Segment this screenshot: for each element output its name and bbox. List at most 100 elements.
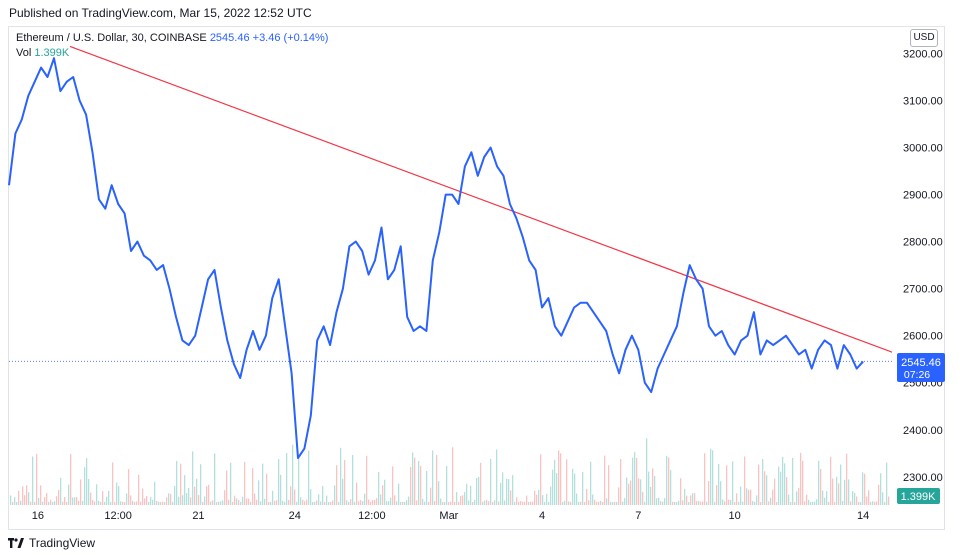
volume-bar [386, 501, 388, 505]
volume-bar [272, 490, 274, 505]
y-tick-label: 3100.00 [903, 96, 943, 108]
volume-bar [300, 497, 302, 505]
volume-bar [438, 481, 440, 505]
volume-bar [494, 500, 496, 505]
volume-bar [80, 479, 82, 505]
volume-bar [402, 501, 404, 505]
volume-bar [178, 496, 180, 505]
symbol-name[interactable]: Ethereum / U.S. Dollar, 30, COINBASE [16, 32, 207, 44]
volume-bar [658, 497, 660, 505]
volume-bar [792, 458, 794, 505]
volume-bar [624, 498, 626, 505]
volume-bar [302, 499, 304, 505]
currency-button[interactable]: USD [910, 29, 938, 47]
volume-bar [622, 501, 624, 505]
volume-bar [62, 501, 64, 505]
volume-bar [694, 493, 696, 505]
volume-bar [764, 471, 766, 505]
volume-bar [86, 458, 88, 505]
trend-line[interactable] [69, 45, 893, 353]
volume-bar [866, 496, 868, 505]
volume-bar [480, 462, 482, 505]
volume-bar [768, 501, 770, 505]
volume-bar [84, 467, 86, 505]
volume-bar [166, 497, 168, 505]
legend-change: +3.46 (+0.14%) [252, 32, 329, 44]
volume-bar [776, 501, 778, 505]
volume-bar [428, 501, 430, 505]
volume-bar [598, 501, 600, 505]
volume-bar [200, 464, 202, 505]
volume-bar [478, 476, 480, 505]
volume-bar [538, 489, 540, 505]
volume-bar [28, 492, 30, 505]
y-tick-label: 3200.00 [903, 49, 943, 61]
volume-bar [180, 463, 182, 505]
volume-bar [282, 500, 284, 505]
x-tick-label: 24 [289, 510, 301, 522]
volume-bar [524, 501, 526, 505]
volume-bar [446, 465, 448, 505]
volume-bar [466, 483, 468, 505]
volume-label[interactable]: Vol [16, 47, 32, 59]
volume-bar [398, 483, 400, 505]
volume-bar [708, 481, 710, 505]
volume-bar [60, 477, 62, 505]
volume-bar [794, 501, 796, 505]
volume-bar [682, 500, 684, 505]
volume-bar [326, 495, 328, 505]
volume-bar [270, 501, 272, 505]
volume-bar [256, 499, 258, 505]
volume-bar [772, 489, 774, 505]
volume-bar [872, 501, 874, 505]
volume-bar [602, 502, 604, 505]
volume-bar [120, 501, 122, 505]
volume-bar [430, 487, 432, 505]
volume-bar [496, 449, 498, 505]
volume-bar [840, 464, 842, 505]
volume-bar [680, 478, 682, 505]
price-series-line[interactable] [8, 57, 864, 459]
volume-bar [864, 473, 866, 505]
volume-bar [676, 501, 678, 505]
volume-bar [574, 473, 576, 505]
y-tick-label: 2700.00 [903, 284, 943, 296]
volume-bar [846, 453, 848, 505]
volume-bar [868, 490, 870, 505]
volume-bar [760, 501, 762, 505]
volume-bar [226, 470, 228, 505]
volume-bar [92, 500, 94, 505]
volume-bar [672, 501, 674, 505]
volume-bar [824, 497, 826, 505]
volume-bar [378, 472, 380, 505]
volume-bar [880, 473, 882, 505]
volume-bar [584, 502, 586, 505]
volume-bar [730, 499, 732, 505]
volume-bar [202, 501, 204, 505]
volume-bar [254, 493, 256, 505]
volume-bar [660, 501, 662, 505]
volume-bar [374, 500, 376, 505]
volume-bar [154, 481, 156, 505]
chart-frame[interactable] [8, 26, 945, 530]
volume-bar [684, 488, 686, 505]
volume-bar [860, 501, 862, 505]
volume-bar [580, 501, 582, 505]
volume-value: 1.399K [34, 47, 70, 59]
volume-bar [220, 501, 222, 505]
volume-bar [76, 496, 78, 505]
label-layer: 2545.46 07:26 1.399K [897, 353, 945, 504]
volume-bar [212, 500, 214, 505]
volume-bar [502, 472, 504, 505]
volume-bar [192, 451, 194, 505]
volume-bar [160, 501, 162, 505]
volume-bar [352, 455, 354, 505]
volume-bar [444, 501, 446, 505]
volume-bar [724, 501, 726, 505]
volume-bar [102, 490, 104, 505]
volume-bar [614, 501, 616, 505]
volume-bar [274, 500, 276, 505]
volume-bar [608, 465, 610, 505]
x-tick-label: 7 [635, 510, 641, 522]
